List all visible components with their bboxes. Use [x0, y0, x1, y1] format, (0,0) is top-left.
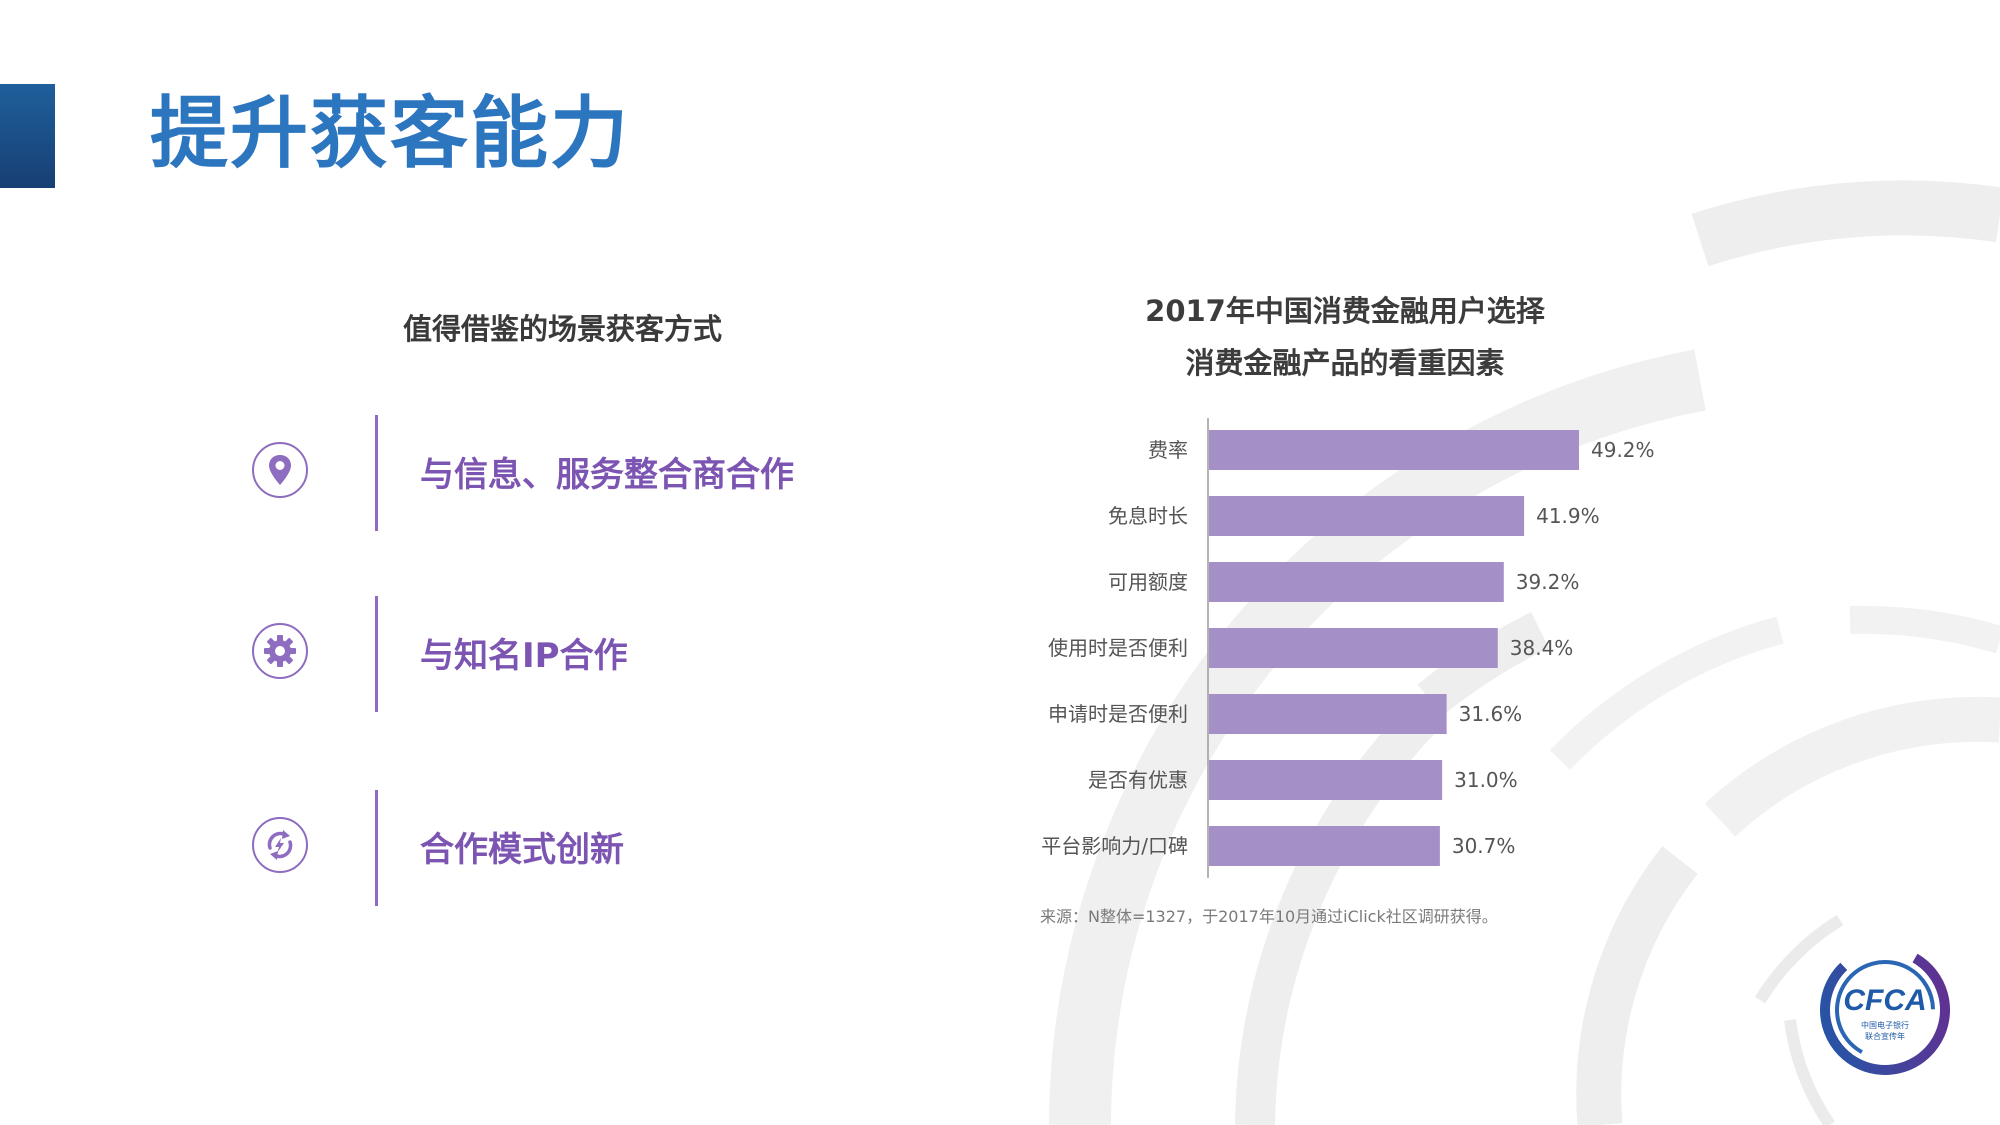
method-label: 与信息、服务整合商合作: [420, 455, 794, 495]
method-item: 与信息、服务整合商合作: [250, 415, 870, 531]
chart-source-note: 来源：N整体=1327，于2017年10月通过iClick社区调研获得。: [1040, 907, 1498, 926]
methods-heading: 值得借鉴的场景获客方式: [403, 312, 723, 346]
chart-category-label: 费率: [1148, 438, 1188, 462]
refresh-arrows-icon: [252, 817, 308, 873]
gear-icon: [252, 623, 308, 679]
chart-bar: [1209, 562, 1504, 602]
method-divider: [375, 596, 378, 712]
chart-bar: [1209, 430, 1579, 470]
chart-value-label: 49.2%: [1591, 438, 1655, 462]
svg-text:中国电子银行: 中国电子银行: [1861, 1020, 1909, 1030]
chart-title-line: 消费金融产品的看重因素: [1185, 346, 1505, 380]
chart-category-label: 可用额度: [1108, 570, 1188, 594]
method-item: 与知名IP合作: [250, 596, 870, 712]
chart-title-line: 2017年中国消费金融用户选择: [1145, 294, 1545, 328]
cfca-logo: CFCA 中国电子银行 联合宣传年: [1815, 940, 1955, 1080]
chart-category-label: 免息时长: [1108, 504, 1188, 528]
method-label: 与知名IP合作: [420, 636, 628, 676]
chart-bar: [1209, 826, 1440, 866]
page-title: 提升获客能力: [150, 89, 631, 179]
method-divider: [375, 415, 378, 531]
chart-bar: [1209, 694, 1447, 734]
chart-category-label: 平台影响力/口碑: [1041, 834, 1188, 858]
svg-text:CFCA: CFCA: [1843, 984, 1926, 1017]
chart-value-label: 31.6%: [1459, 702, 1523, 726]
chart-category-label: 使用时是否便利: [1048, 636, 1188, 660]
chart-title: 2017年中国消费金融用户选择 消费金融产品的看重因素: [1045, 285, 1645, 389]
chart-bar: [1209, 628, 1498, 668]
chart-category-label: 申请时是否便利: [1048, 702, 1188, 726]
chart-value-label: 41.9%: [1536, 504, 1600, 528]
chart-value-label: 30.7%: [1452, 834, 1516, 858]
chart-value-label: 31.0%: [1454, 768, 1518, 792]
chart-bar: [1209, 496, 1525, 536]
method-item: 合作模式创新: [250, 790, 870, 906]
method-divider: [375, 790, 378, 906]
chart-value-label: 38.4%: [1510, 636, 1574, 660]
location-pin-icon: [252, 442, 308, 498]
svg-text:联合宣传年: 联合宣传年: [1865, 1031, 1905, 1041]
chart-value-label: 39.2%: [1516, 570, 1580, 594]
chart-category-label: 是否有优惠: [1088, 768, 1188, 792]
title-accent-bar: [0, 84, 55, 188]
method-label: 合作模式创新: [420, 830, 624, 870]
chart-bar: [1209, 760, 1443, 800]
